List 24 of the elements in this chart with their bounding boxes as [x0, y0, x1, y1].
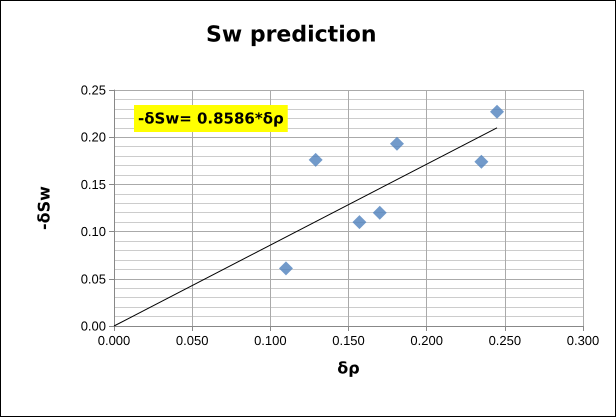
point: [308, 152, 323, 167]
y-axis-title: -δSw: [34, 186, 54, 230]
point: [278, 261, 293, 276]
x-tick-label: 0.200: [410, 333, 443, 348]
point: [490, 104, 504, 119]
y-tick-label: 0.10: [80, 224, 106, 240]
point: [352, 215, 366, 230]
x-axis-title: δρ: [337, 358, 360, 378]
chart-title: Sw prediction: [206, 22, 377, 48]
point: [474, 154, 488, 169]
y-tick-label: 0.15: [80, 176, 106, 192]
x-tick-label: 0.050: [176, 333, 208, 348]
x-tick-label: 0.100: [254, 333, 287, 348]
y-tick-label: 0.05: [80, 271, 106, 286]
annotation: -δSw= 0.8586*δρ: [138, 110, 284, 128]
x-tick-label: 0.300: [566, 333, 600, 348]
x-tick-label: 0.250: [488, 333, 522, 348]
y-tick-label: 0.00: [80, 318, 106, 334]
point: [390, 136, 404, 151]
point: [372, 206, 387, 220]
y-tick-label: 0.25: [80, 82, 106, 98]
y-tick-label: 0.20: [80, 130, 106, 145]
x-tick-label: 0.150: [332, 333, 365, 348]
x-tick-label: 0.000: [98, 333, 130, 348]
